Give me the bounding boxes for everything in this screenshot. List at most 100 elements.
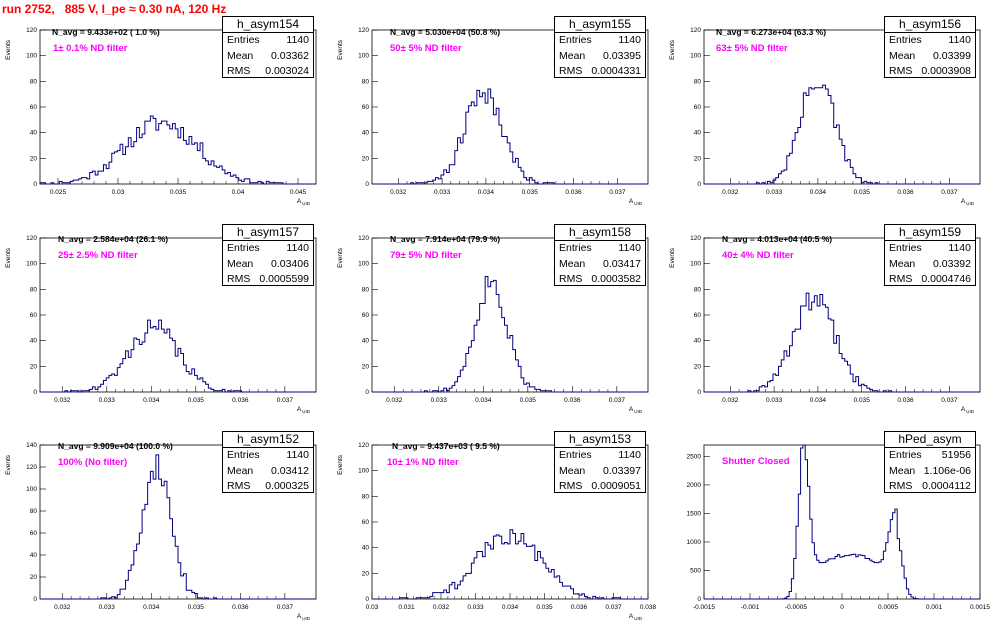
stats-box: h_asym152 Entries 1140 Mean 0.03412 RMS 0.0… [222,431,314,493]
n-avg-label: N_avg = 9.909e+04 (100.0 %) [58,441,173,451]
histogram-panel-h-asym159: 0 20 40 60 80 100 120 0.032 0.033 0.034 0.035 0.036… [664,224,996,430]
x-tick-label: 0.033 [766,189,783,196]
x-tick-label: 0.037 [609,189,626,196]
y-tick-label: 40 [362,338,370,345]
histogram-panel-h-asym155: 0 20 40 60 80 100 120 0.032 0.033 0.034 0.035 0.036… [332,16,664,222]
x-tick-label: 0.045 [290,189,307,196]
histogram-plot: 0 20 40 60 80 100 120 0.032 0.033 0.034 0.035 0.036… [337,27,649,206]
x-tick-label: 0.032 [390,189,407,196]
y-tick-label: 0 [697,596,701,603]
x-tick-label: -0.0015 [693,604,715,611]
stats-rms: 0.0005599 [259,273,309,285]
stats-entries: 1140 [286,34,309,46]
histogram-series [704,292,980,393]
histogram-panel-h-asym153: 0 20 40 60 80 100 120 0.03 0.031 0.032 0.033 0.034 0… [332,431,664,637]
x-tick-label: 0.035 [536,604,553,611]
y-tick-label: 0 [697,181,701,188]
x-tick-label: 0.036 [232,604,249,611]
histogram-plot: 0 20 40 60 80 100 120 0.03 0.031 0.032 0.033 0.034 0… [337,442,657,621]
y-tick-label: 20 [30,363,38,370]
x-tick-label: 0.035 [854,397,871,404]
stats-entries: 1140 [286,449,309,461]
histogram-series [372,88,648,185]
stats-mean: 0.03412 [271,464,309,477]
stats-entries: 1140 [948,242,971,254]
histogram-series [704,84,980,185]
stats-mean: 0.03406 [271,257,309,270]
y-tick-label: 20 [694,155,702,162]
y-tick-label: 0 [365,181,369,188]
x-tick-label: 0.034 [810,189,827,196]
x-axis-title: AUID [629,198,643,206]
n-avg-label: N_avg = 2.584e+04 (26.1 %) [58,234,169,244]
stats-rms: 0.0004112 [922,480,971,492]
y-tick-label: 100 [26,53,37,60]
stats-rms: 0.000325 [265,480,309,492]
histogram-series [40,319,316,393]
y-tick-label: 2000 [687,482,702,489]
stats-entries: 1140 [618,242,641,254]
x-axis-title: AUID [629,613,643,621]
y-tick-label: 80 [694,78,702,85]
stats-box: h_asym153 Entries 1140 Mean 0.03397 RMS 0.0… [554,431,646,493]
n-avg-label: N_avg = 4.013e+04 (40.5 %) [722,234,833,244]
y-tick-label: 100 [358,261,369,268]
histogram-series [372,529,648,600]
histogram-panel-h-asym157: 0 20 40 60 80 100 120 0.032 0.033 0.034 0.035 0.036… [0,224,332,430]
y-tick-label: 0 [697,389,701,396]
histogram-panel-h-asym152: 0 20 40 60 80 100 120 140 0.032 0.033 0.034 0.035 0.… [0,431,332,637]
x-tick-label: 0.033 [99,397,116,404]
stats-rms: 0.0003908 [921,65,971,77]
y-tick-label: 60 [362,519,370,526]
x-tick-label: 0.034 [143,397,160,404]
x-tick-label: 0.035 [170,189,187,196]
stats-mean: 0.03362 [271,49,309,62]
x-tick-label: 0.036 [897,397,914,404]
histogram-plot: 0 20 40 60 80 100 120 0.032 0.033 0.034 0.035 0.036… [669,235,981,414]
stats-box: h_asym156 Entries 1140 Mean 0.03399 RMS 0.0… [884,16,976,78]
histogram-plot: 0 20 40 60 80 100 120 0.032 0.033 0.034 0.035 0.036… [669,27,981,206]
x-tick-label: 0.034 [478,189,495,196]
x-tick-label: 0.036 [571,604,588,611]
histogram-panel-h-asym158: 0 20 40 60 80 100 120 0.032 0.033 0.034 0.035 0.036… [332,224,664,430]
x-tick-label: 0.032 [722,189,739,196]
stats-box: h_asym154 Entries 1140 Mean 0.03362 RMS 0.0… [222,16,314,78]
stats-title: h_asym154 [223,17,313,33]
histogram-series [39,115,316,185]
stats-box: h_asym155 Entries 1140 Mean 0.03395 RMS 0.0… [554,16,646,78]
page-title: run 2752, 885 V, I_pe ≈ 0.30 nA, 120 Hz [2,2,227,16]
histogram-series [372,276,648,393]
n-avg-label: N_avg = 7.914e+04 (79.9 %) [390,234,501,244]
x-tick-label: 0.036 [232,397,249,404]
y-tick-label: 80 [30,78,38,85]
x-tick-label: 0.037 [605,604,622,611]
x-axis-title: AUID [297,613,311,621]
x-tick-label: 0.035 [522,189,539,196]
y-axis-title: Events [5,247,12,268]
x-tick-label: 0.0015 [970,604,990,611]
x-tick-label: 0.03 [366,604,379,611]
y-tick-label: 100 [26,486,37,493]
stats-rms: 0.0004746 [921,273,971,285]
histogram-panel-h-asym156: 0 20 40 60 80 100 120 0.032 0.033 0.034 0.035 0.036… [664,16,996,222]
n-avg-label: N_avg = 5.030e+04 (50.8 %) [390,27,501,37]
stats-mean: 0.03395 [603,49,641,62]
y-tick-label: 60 [30,312,38,319]
x-axis-title: AUID [629,406,643,414]
y-axis-title: Events [5,39,12,60]
x-tick-label: 0.037 [609,397,626,404]
x-tick-label: 0.031 [398,604,415,611]
y-tick-label: 1500 [687,510,702,517]
y-tick-label: 20 [362,155,370,162]
x-tick-label: 0.035 [854,189,871,196]
x-tick-label: 0.001 [926,604,943,611]
y-tick-label: 80 [30,508,38,515]
stats-title: h_asym152 [223,432,313,448]
histogram-panel-hped-asym: 0 500 1000 1500 2000 2500 -0.0015 -0.001 -0.0005… [664,431,996,637]
stats-entries: 1140 [618,449,641,461]
x-tick-label: 0.036 [565,189,582,196]
x-axis-title: AUID [297,198,311,206]
y-axis-title: Events [669,39,676,60]
stats-mean: 1.106e-06 [923,464,971,477]
x-tick-label: 0.036 [564,397,581,404]
